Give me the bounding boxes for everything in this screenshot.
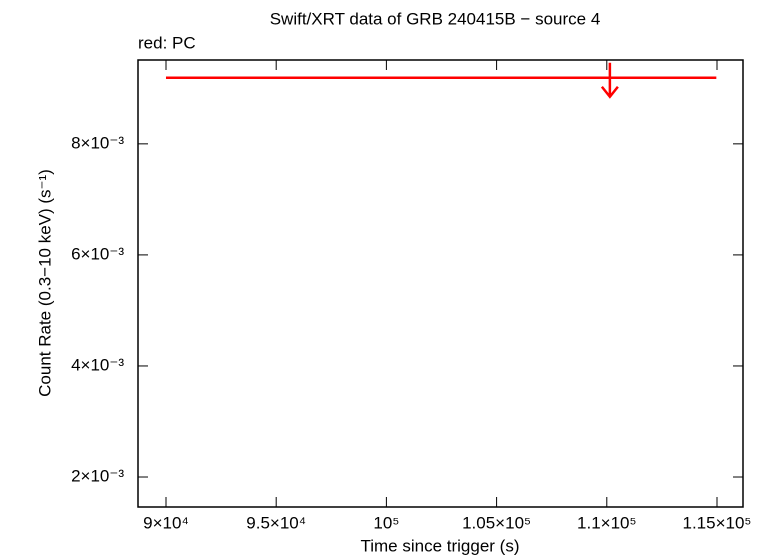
y-tick-label: 4×10⁻³ — [71, 355, 124, 374]
x-tick-label: 9×10⁴ — [143, 513, 189, 532]
legend-label: red: PC — [138, 33, 196, 52]
x-axis-label: Time since trigger (s) — [360, 536, 519, 555]
y-tick-label: 2×10⁻³ — [71, 466, 124, 485]
x-tick-label: 10⁵ — [373, 513, 399, 532]
y-axis-label: Count Rate (0.3−10 keV) (s⁻¹) — [35, 169, 54, 397]
x-tick-label: 1.05×10⁵ — [462, 513, 531, 532]
y-tick-label: 6×10⁻³ — [71, 244, 124, 263]
x-tick-label: 9.5×10⁴ — [246, 513, 306, 532]
x-tick-label: 1.15×10⁵ — [683, 513, 752, 532]
chart-title: Swift/XRT data of GRB 240415B − source 4 — [270, 9, 601, 28]
upper-limit-arrow — [600, 62, 619, 99]
plot-frame — [137, 59, 744, 508]
x-tick-label: 1.1×10⁵ — [577, 513, 637, 532]
y-tick-label: 8×10⁻³ — [71, 133, 124, 152]
